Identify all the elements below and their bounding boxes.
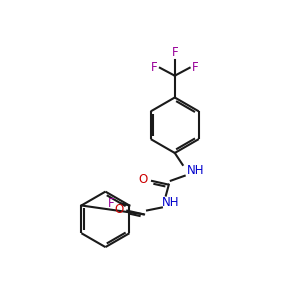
Text: F: F [192, 61, 198, 74]
Text: O: O [139, 173, 148, 186]
Text: F: F [172, 46, 178, 59]
Text: NH: NH [187, 164, 204, 177]
Text: O: O [114, 203, 123, 216]
Text: NH: NH [162, 196, 179, 209]
Text: F: F [108, 197, 115, 210]
Text: F: F [151, 61, 158, 74]
